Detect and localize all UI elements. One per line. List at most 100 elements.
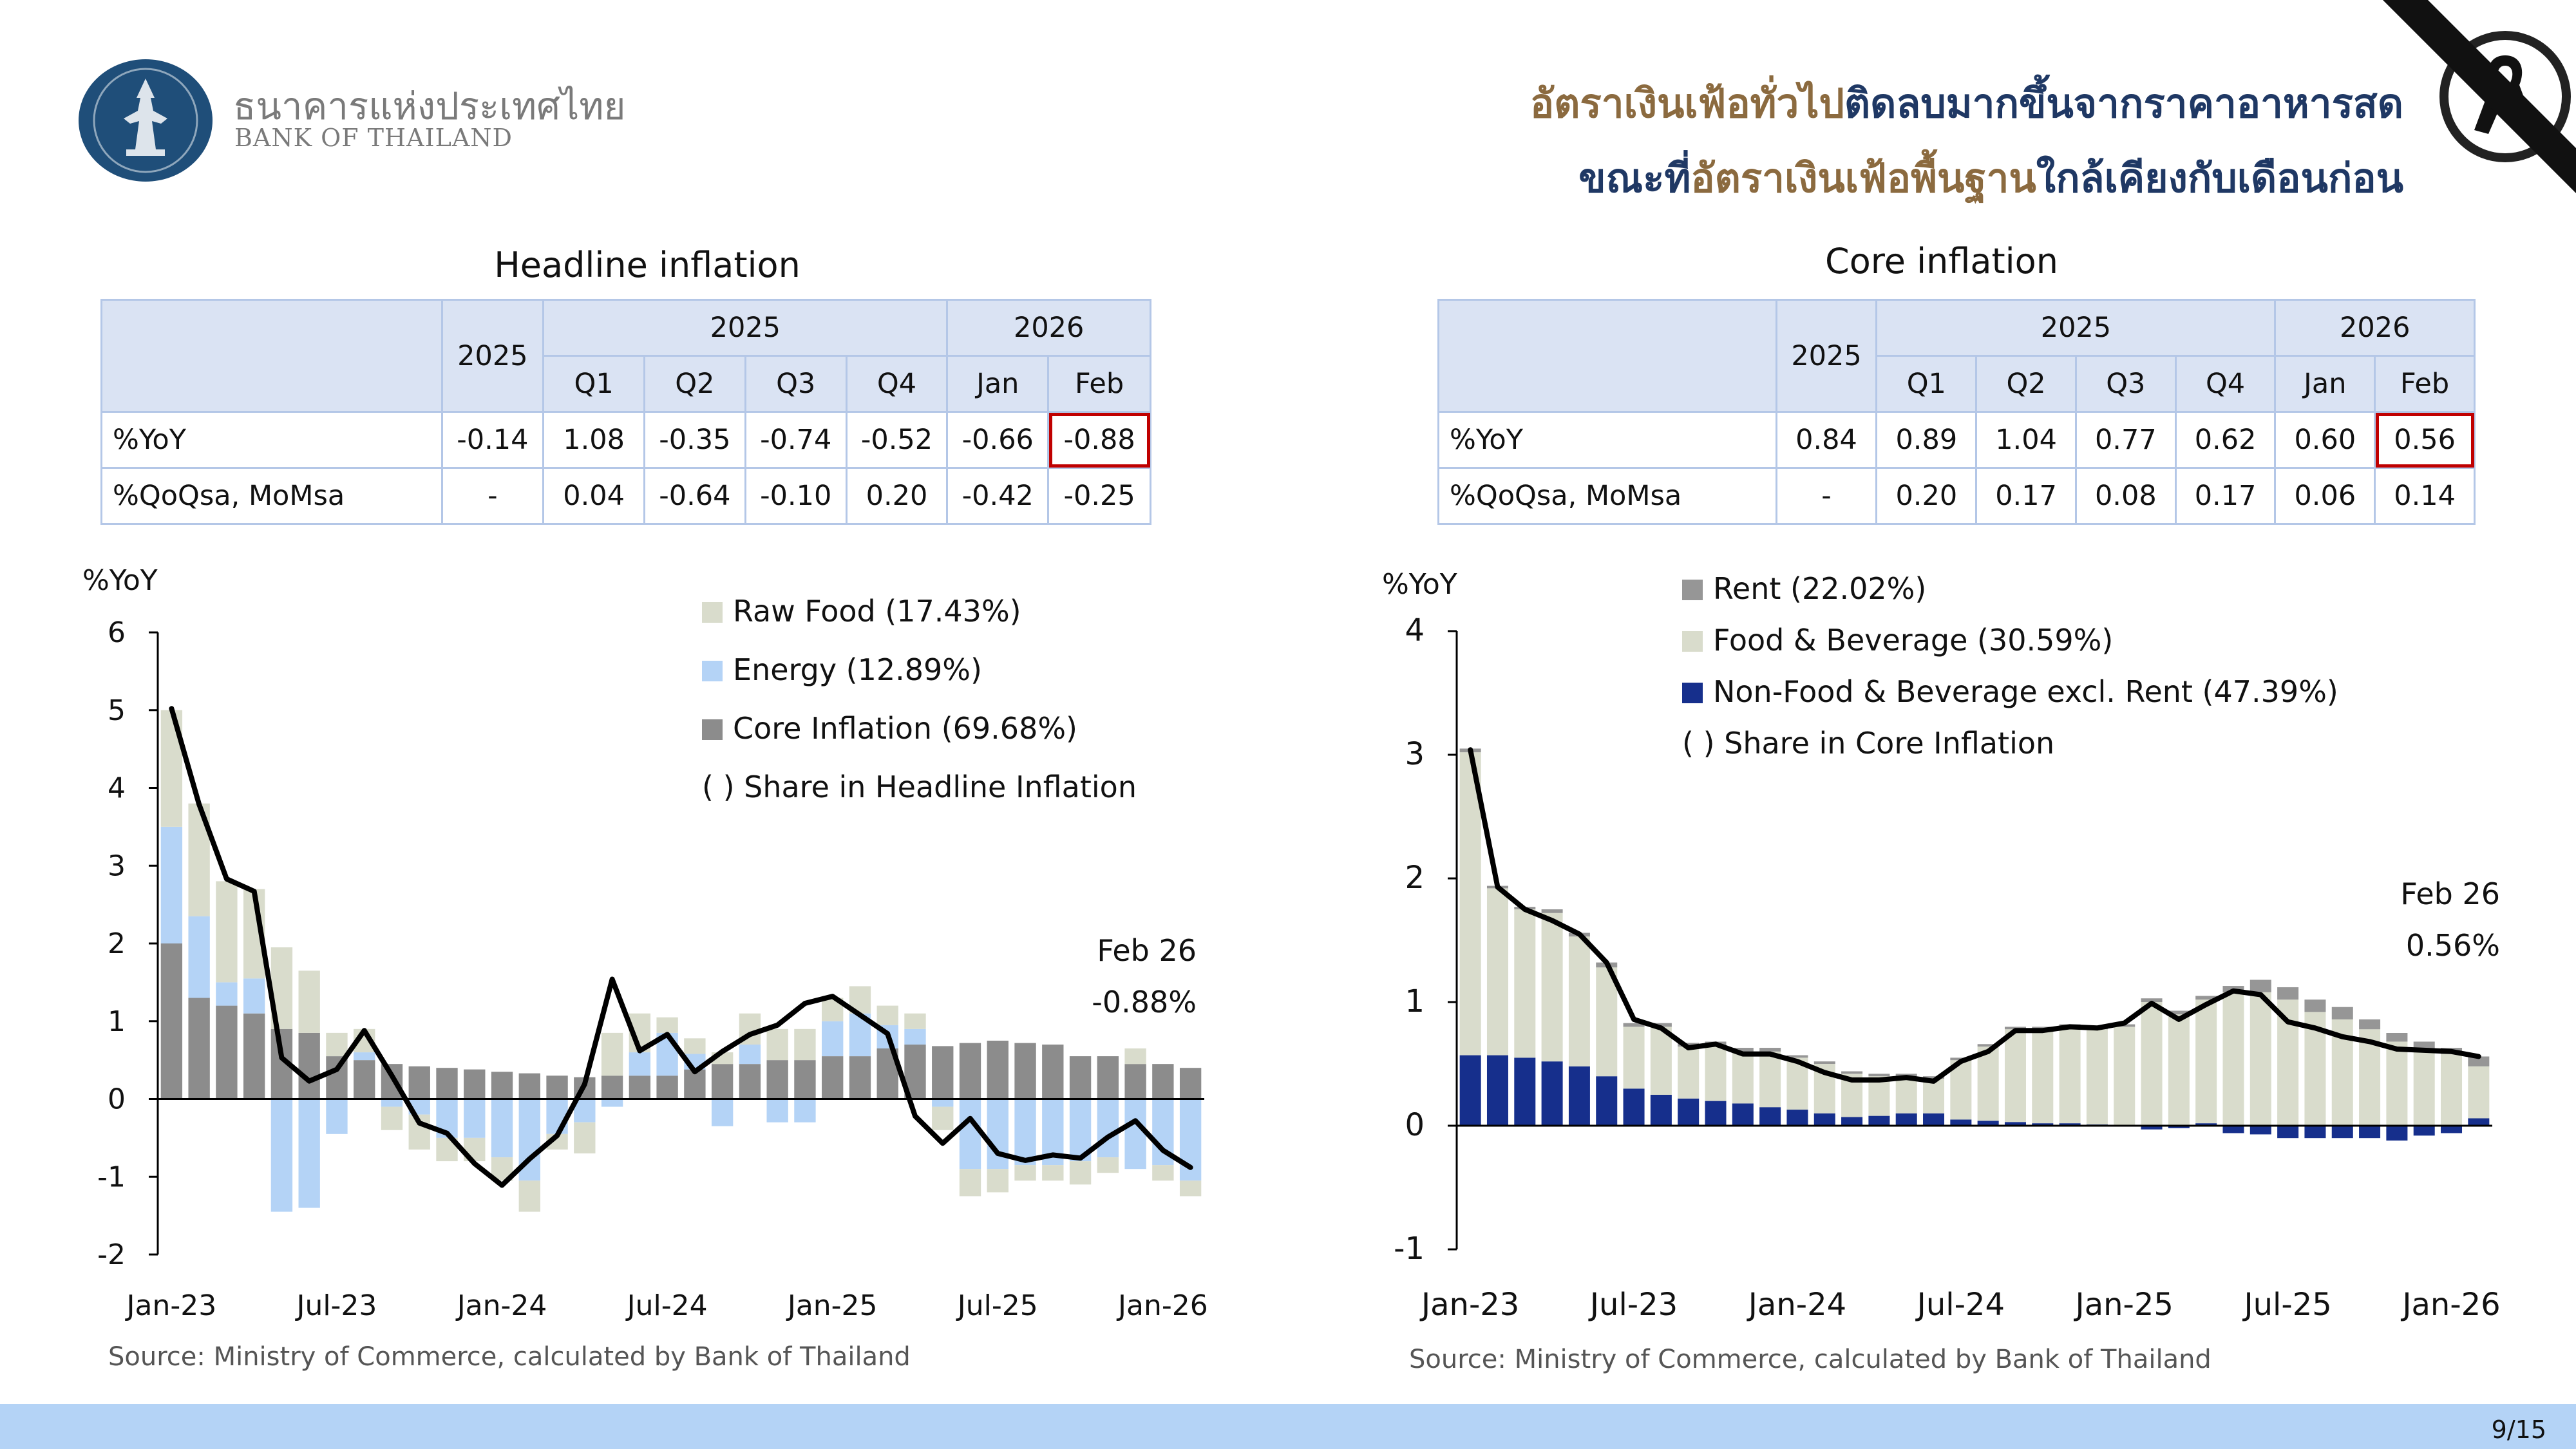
legend-swatch [1682, 580, 1703, 600]
bar-segment [932, 1046, 954, 1099]
bar-segment [2359, 1019, 2381, 1030]
x-tick-label: Jul-25 [956, 1289, 1038, 1322]
bar-segment [1541, 913, 1563, 1062]
bar-segment [766, 1060, 788, 1099]
bar-segment [822, 1056, 844, 1099]
bar-segment [2141, 1126, 2163, 1130]
bar-segment [188, 916, 210, 998]
bar-segment [298, 1032, 320, 1099]
table-header-row: 2025 2025 2026 [100, 299, 1151, 413]
bar-segment [1923, 1113, 1945, 1126]
annotation-label: Feb 26 [1097, 933, 1197, 968]
table-corner-cell [100, 299, 443, 413]
table-row: %QoQsa, MoMsa - 0.04 -0.64 -0.10 0.20 -0… [100, 467, 1151, 525]
bar-segment [2032, 1123, 2054, 1126]
bar-segment [1152, 1165, 1174, 1181]
table-header-cell: Q4 [2174, 355, 2277, 413]
bar-segment [684, 1038, 706, 1054]
bar-segment [1895, 1113, 1917, 1126]
bar-segment [766, 1099, 788, 1122]
bar-segment [2059, 1123, 2081, 1126]
table-header-cell: 2025 [1875, 299, 2277, 357]
bar-segment [656, 1075, 678, 1099]
table-cell: -0.42 [946, 467, 1050, 525]
bar-segment [354, 1052, 375, 1061]
headline-y-axis-unit: %YoY [82, 564, 158, 597]
headline-line-1: อัตราเงินเฟ้อทั่วไปติดลบมากขึ้นจากราคาอา… [1530, 72, 2403, 135]
bar-segment [1895, 1076, 1917, 1113]
bar-segment [2004, 1122, 2026, 1126]
bar-segment [1179, 1180, 1202, 1197]
table-header-cell: 2026 [946, 299, 1151, 357]
bar-segment [326, 1032, 348, 1057]
table-header-cell: 2025 [1775, 299, 1878, 413]
bar-segment [188, 998, 210, 1099]
bar-segment [1097, 1157, 1119, 1173]
bar-segment [2331, 1007, 2353, 1019]
y-tick-label: 4 [1405, 612, 1425, 649]
bar-segment [2195, 1123, 2217, 1126]
x-tick-label: Jul-25 [2242, 1287, 2331, 1323]
bar-segment [2441, 1054, 2463, 1126]
bar-segment [1759, 1107, 1781, 1126]
table-cell: -0.64 [643, 467, 746, 525]
bar-segment [491, 1072, 513, 1099]
table-header-cell: Q2 [1975, 355, 2077, 413]
table-header-cell: Q3 [744, 355, 848, 413]
annotation-value: 0.56% [2406, 928, 2500, 963]
bar-segment [1732, 1051, 1754, 1104]
bar-segment [2114, 1027, 2136, 1126]
table-cell: 0.06 [2274, 467, 2376, 525]
bar-segment [464, 1099, 486, 1138]
bar-segment [1923, 1079, 1945, 1113]
bar-segment [1950, 1119, 1972, 1126]
bar-segment [160, 943, 183, 1099]
core-y-axis-unit: %YoY [1382, 568, 1457, 601]
bar-segment [1069, 1161, 1092, 1185]
bar-segment [518, 1180, 540, 1212]
legend-label: Food & Beverage (30.59%) [1713, 623, 2113, 658]
x-tick-label: Jan-26 [2400, 1287, 2500, 1323]
headline-part: อัตราเงินเฟ้อพื้นฐาน [1690, 155, 2036, 202]
bar-segment [1486, 888, 1508, 1056]
table-header-cell: Feb [2374, 355, 2476, 413]
bar-segment [932, 1106, 954, 1130]
bar-segment [2249, 980, 2271, 992]
row-label: %QoQsa, MoMsa [1437, 467, 1777, 525]
bar-segment [711, 1099, 734, 1126]
bar-segment [1705, 1101, 1727, 1126]
bar-segment [2413, 1048, 2435, 1126]
bar-segment [1977, 1046, 1999, 1121]
bar-segment [574, 1122, 596, 1154]
y-tick-label: 3 [1405, 736, 1425, 772]
bank-name-thai: ธนาคารแห่งประเทศไทย [233, 84, 626, 128]
bar-segment [629, 1075, 651, 1099]
bar-segment [1152, 1064, 1174, 1099]
bar-segment [1042, 1044, 1064, 1099]
x-tick-label: Jan-24 [1747, 1287, 1846, 1323]
x-tick-label: Jan-25 [2074, 1287, 2174, 1323]
bar-segment [2331, 1126, 2353, 1139]
bar-segment [381, 1099, 403, 1107]
table-cell: 0.08 [2074, 467, 2177, 525]
bar-segment [2249, 992, 2271, 1126]
legend-note: ( ) Share in Headline Inflation [702, 770, 1137, 804]
legend-label: Raw Food (17.43%) [733, 594, 1021, 629]
bar-segment [2032, 1029, 2054, 1124]
bar-segment [2195, 999, 2217, 1124]
highlighted-cell: 0.56 [2374, 411, 2476, 469]
bar-segment [2004, 1029, 2026, 1122]
table-cell: -0.74 [744, 411, 848, 469]
table-cell: 0.77 [2074, 411, 2177, 469]
bar-segment [1042, 1165, 1064, 1181]
bar-segment [1014, 1099, 1036, 1166]
table-cell: -0.10 [744, 467, 848, 525]
bar-segment [2468, 1118, 2490, 1126]
headline-panel-title: Headline inflation [494, 245, 800, 285]
bar-segment [1759, 1048, 1781, 1052]
bar-segment [1977, 1044, 1999, 1047]
bar-segment [932, 1099, 954, 1107]
core-source-note: Source: Ministry of Commerce, calculated… [1409, 1345, 2211, 1374]
bar-segment [298, 1099, 320, 1208]
